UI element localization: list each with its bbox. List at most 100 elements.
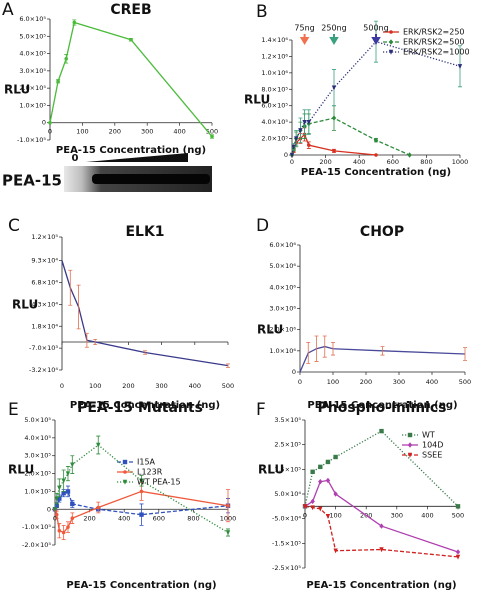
marker (455, 554, 461, 560)
y-tick-label: 1.8×10⁴ (31, 322, 58, 330)
error-bar (463, 347, 467, 361)
x-axis-label: PEA-15 Concentration (ng) (306, 580, 456, 591)
y-tick-label: 0 (47, 505, 51, 513)
error-bar (380, 346, 385, 356)
marker (57, 496, 62, 501)
marker (65, 489, 71, 494)
x-axis-label: PEA-15 Concentration (ng) (307, 400, 457, 411)
y-tick-label: -2.5×10⁵ (272, 564, 301, 572)
marker (294, 136, 299, 142)
x-tick-label: 200 (122, 382, 134, 390)
marker (302, 119, 307, 125)
x-tick-label: 800 (187, 514, 199, 522)
y-tick-label: 6.0×10⁶ (269, 241, 296, 249)
y-axis-label: RLU (258, 463, 284, 477)
y-tick-label: 9.3×10⁴ (31, 257, 58, 265)
marker (210, 134, 214, 139)
x-tick-label: 500 (452, 511, 464, 519)
error-bar (226, 363, 230, 368)
y-tick-label: 6.0×10⁵ (19, 15, 46, 23)
y-tick-label: 2.0×10⁵ (24, 470, 51, 478)
marker (331, 85, 337, 91)
y-tick-label: 5.0×10⁶ (269, 262, 296, 270)
y-tick-label: 6.8×10⁴ (31, 279, 58, 287)
panel-letter: E (8, 400, 19, 420)
marker (307, 143, 311, 147)
x-tick-label: 400 (118, 514, 130, 522)
legend-label: 104D (422, 441, 443, 450)
legend-label: ERK/RSK2=1000 (403, 48, 470, 57)
x-tick-label: 400 (189, 382, 201, 390)
marker (57, 528, 62, 533)
x-tick-label: 200 (109, 128, 121, 136)
y-tick-label: 3.0×10⁵ (19, 67, 46, 75)
error-bar (84, 332, 89, 348)
y-tick-label: 2.0×10⁵ (19, 84, 46, 92)
x-tick-label: 600 (153, 514, 165, 522)
marker (66, 525, 70, 529)
x-tick-label: 500 (222, 382, 234, 390)
chart-title: PEA-15 Mutants (77, 400, 203, 416)
y-axis-label: RLU (8, 463, 34, 477)
x-tick-label: 0 (303, 511, 307, 519)
x-tick-label: 0 (298, 378, 302, 386)
y-tick-label: 1.2×10⁶ (261, 52, 288, 60)
x-tick-label: 300 (391, 511, 403, 519)
marker (306, 119, 311, 125)
x-tick-label: 200 (360, 378, 372, 386)
error-bar (331, 341, 335, 356)
x-tick-label: 400 (421, 511, 433, 519)
marker (72, 20, 77, 25)
y-axis-label: RLU (4, 83, 30, 97)
legend-label: WT PEA-15 (137, 478, 181, 487)
marker (318, 506, 323, 512)
marker (389, 30, 393, 34)
chart-title: CHOP (360, 224, 404, 240)
y-tick-label: 4.0×10⁵ (19, 50, 46, 58)
marker (407, 152, 412, 158)
annotation: 75ng (294, 24, 314, 33)
x-tick-label: 500 (459, 378, 471, 386)
marker (388, 49, 394, 55)
marker (318, 478, 323, 485)
legend-label: ERK/RSK2=500 (403, 38, 465, 47)
marker (123, 470, 127, 474)
marker (331, 115, 337, 121)
x-axis-label: PEA-15 Concentration (ng) (301, 167, 451, 178)
y-axis-label: RLU (244, 93, 270, 107)
annotation: 500ng (363, 24, 388, 33)
marker (407, 432, 413, 438)
marker (129, 37, 133, 42)
error-bar (322, 335, 327, 358)
y-tick-label: 1.0×10⁵ (24, 487, 51, 495)
marker (310, 505, 315, 511)
series-line (54, 490, 229, 516)
marker (96, 442, 101, 448)
marker (455, 549, 461, 555)
marker (57, 485, 62, 491)
marker (122, 459, 128, 465)
chart-title: ELK1 (125, 224, 164, 240)
y-tick-label: 2.0×10⁵ (261, 135, 288, 143)
x-tick-label: 200 (83, 514, 95, 522)
series-line (291, 40, 461, 156)
x-axis-label: PEA-15 Concentration (ng) (70, 400, 220, 411)
marker (139, 489, 144, 494)
y-axis-label: RLU (12, 298, 38, 312)
error-bar (143, 350, 147, 355)
x-tick-label: 400 (173, 128, 185, 136)
marker (139, 478, 144, 484)
y-tick-label: -2.0×10⁵ (22, 541, 51, 549)
panel-letter: F (256, 400, 266, 420)
marker (325, 477, 331, 484)
y-tick-label: 0 (284, 151, 288, 159)
y-tick-label: 4.0×10⁵ (24, 434, 51, 442)
y-tick-label: -7.0×10³ (29, 344, 58, 352)
error-bar (314, 335, 319, 362)
y-tick-label: 2.0×10⁶ (269, 326, 296, 334)
marker (310, 469, 315, 474)
legend-label: I15A (137, 458, 156, 467)
x-tick-label: 800 (420, 158, 432, 166)
legend-label: WT (422, 431, 435, 440)
x-tick-label: 400 (353, 158, 365, 166)
